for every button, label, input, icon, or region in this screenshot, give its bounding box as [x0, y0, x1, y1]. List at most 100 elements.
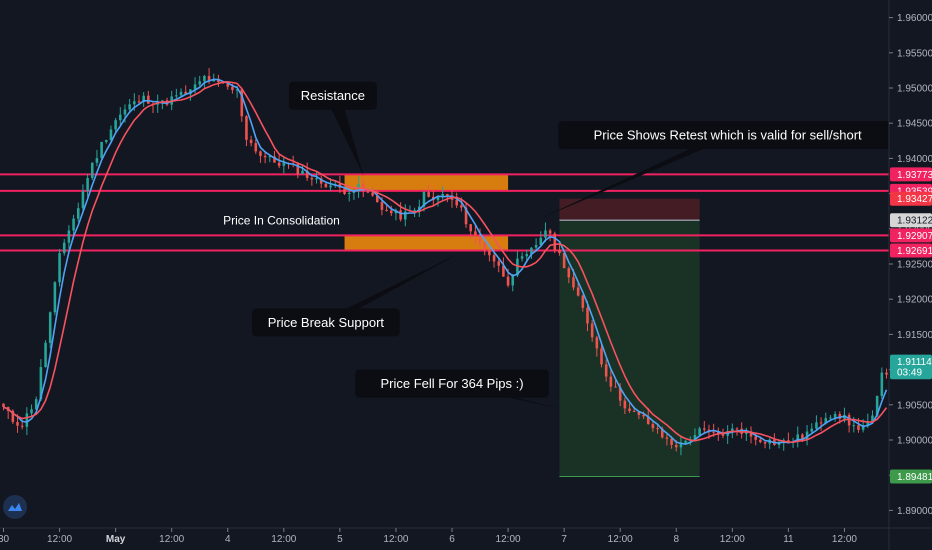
candle: [319, 175, 323, 189]
annotation-box: [355, 369, 549, 398]
candle: [418, 199, 421, 217]
candle: [520, 252, 524, 262]
logo-layer: [3, 495, 27, 519]
y-tick-label: 1.92500: [897, 260, 932, 271]
candle: [567, 266, 571, 284]
candle: [371, 187, 374, 197]
candle: [179, 88, 183, 98]
price-tags-layer: 1.937731.935391.934271.931221.929071.926…: [890, 167, 932, 484]
candle: [81, 184, 85, 214]
price-tag-label: 03:49: [897, 368, 922, 379]
candle: [810, 423, 814, 435]
x-tick-label: 12:00: [496, 534, 521, 545]
candle: [637, 411, 641, 420]
annotation-text: Price Fell For 364 Pips :): [380, 376, 523, 391]
candle: [530, 247, 533, 259]
candle: [142, 92, 145, 107]
price-tag[interactable]: 03:49: [890, 365, 932, 380]
candle: [590, 319, 594, 342]
candle: [48, 311, 52, 349]
candle: [62, 239, 66, 256]
candle: [441, 186, 444, 200]
y-tick-label: 1.92000: [897, 295, 932, 306]
candle: [478, 228, 482, 248]
candle: [805, 424, 809, 446]
logo-wave-icon: [8, 503, 22, 511]
x-tick-label: 8: [673, 534, 679, 545]
y-axis-panel[interactable]: [889, 0, 932, 550]
annotation-callout[interactable]: Price Fell For 364 Pips :): [355, 369, 560, 409]
price-tag-label: 1.91114: [897, 357, 932, 368]
stop-loss-zone[interactable]: [559, 198, 700, 221]
candle: [777, 439, 781, 449]
candle: [609, 369, 613, 392]
candle: [474, 224, 477, 244]
candle: [628, 403, 631, 413]
y-tick-label: 1.89000: [897, 506, 932, 517]
candle: [259, 150, 262, 163]
candle: [763, 440, 767, 449]
candle: [226, 83, 230, 90]
x-tick-label: 11: [783, 534, 794, 545]
annotation-pointer: [317, 253, 460, 323]
price-tag[interactable]: 1.93122: [890, 213, 932, 228]
candle: [2, 403, 5, 411]
candle: [469, 223, 472, 240]
candle: [651, 421, 655, 432]
candle: [273, 150, 276, 163]
candle: [436, 195, 440, 207]
x-tick-label: 12:00: [832, 534, 857, 545]
candle: [385, 205, 388, 212]
price-tag[interactable]: 1.93773: [890, 167, 932, 182]
take-profit-zone[interactable]: [559, 220, 700, 477]
candle: [847, 412, 851, 433]
candle: [880, 367, 884, 400]
candle: [296, 161, 300, 179]
candle: [282, 157, 286, 174]
price-tag[interactable]: 1.92691: [890, 243, 932, 258]
price-tag-label: 1.93427: [897, 194, 932, 205]
candle: [399, 202, 402, 222]
candle: [39, 359, 43, 402]
x-axis-panel[interactable]: [0, 528, 932, 550]
consolidation-label: Price In Consolidation: [223, 214, 340, 228]
candle: [58, 248, 61, 287]
candle: [497, 258, 501, 273]
price-tag-label: 1.89481: [897, 472, 932, 483]
annotation-pointer: [324, 95, 364, 176]
candle: [100, 141, 103, 159]
candle: [703, 421, 706, 435]
candle: [245, 115, 248, 147]
candle: [86, 173, 89, 197]
price-tag[interactable]: 1.91114: [890, 354, 932, 369]
price-tag-label: 1.92907: [897, 231, 932, 242]
candle: [217, 74, 220, 87]
candle: [147, 90, 150, 104]
price-tag[interactable]: 1.93427: [890, 191, 932, 206]
candle: [53, 281, 57, 316]
candle: [128, 98, 131, 112]
support_zone[interactable]: [344, 235, 509, 251]
annotation-callout[interactable]: Price Shows Retest which is valid for se…: [536, 121, 898, 221]
candle: [586, 300, 589, 332]
candle: [76, 202, 80, 222]
x-tick-label: May: [106, 534, 126, 545]
candle: [749, 426, 753, 444]
price-tag-label: 1.93773: [897, 170, 932, 181]
fast-moving-average: [3, 78, 888, 445]
candle: [600, 342, 603, 368]
candle: [745, 427, 748, 441]
annotation-callout[interactable]: Resistance: [288, 81, 377, 176]
annotations-layer: Resistance Price Shows Retest which is va…: [223, 81, 898, 409]
x-tick-label: 30: [0, 534, 9, 545]
price-tag[interactable]: 1.89481: [890, 469, 932, 484]
price-tag[interactable]: 1.92907: [890, 228, 932, 243]
candle: [198, 75, 202, 88]
annotation-callout[interactable]: Price Break Support: [252, 253, 460, 337]
resistance_zone[interactable]: [344, 174, 509, 191]
candle: [254, 139, 258, 154]
candle: [829, 414, 832, 420]
x-tick-label: 12:00: [720, 534, 745, 545]
logo-icon[interactable]: [3, 495, 27, 519]
